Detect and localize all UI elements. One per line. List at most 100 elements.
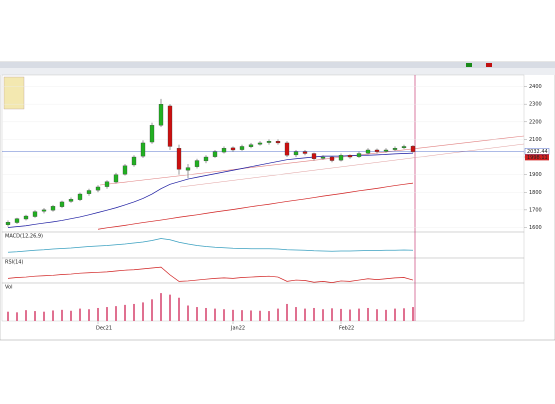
volume-bar [214, 308, 216, 321]
volume-bar [7, 311, 9, 321]
candle-body [176, 148, 182, 170]
trend-line [99, 135, 525, 186]
volume-bar [16, 312, 18, 321]
price-tag-label: 2032.44 [527, 149, 548, 155]
candle-body [95, 186, 101, 191]
volume-bar [178, 297, 180, 321]
volume-bar [250, 310, 252, 321]
volume-panel [1, 282, 525, 322]
price-tag-label: 1998.11 [527, 155, 548, 161]
volume-bar [394, 308, 396, 321]
candle-body [239, 146, 245, 150]
candle-body [104, 181, 110, 187]
candle-body [374, 149, 380, 152]
candle-body [230, 147, 236, 151]
volume-bar [358, 308, 360, 321]
candle-body [248, 144, 254, 147]
candle-body [365, 149, 371, 154]
volume-bar [124, 304, 126, 321]
y-tick-label: 2400 [529, 84, 542, 90]
volume-bar [304, 308, 306, 321]
x-tick-label: Feb22 [339, 326, 354, 332]
y-tick-label: 1800 [529, 190, 542, 196]
volume-bar [277, 308, 279, 321]
volume-bar [313, 307, 315, 321]
y-tick-label: 2300 [529, 102, 542, 108]
rsi-line [7, 266, 414, 283]
volume-bar [205, 307, 207, 321]
candle-body [113, 174, 119, 183]
candle-body [347, 155, 353, 158]
candle-body [257, 142, 263, 145]
volume-bar [376, 309, 378, 321]
title-bar [0, 62, 555, 68]
window [0, 61, 555, 341]
info-box [3, 76, 25, 110]
volume-bar [268, 311, 270, 321]
candle-body [14, 218, 20, 223]
volume-bar [349, 309, 351, 321]
volume-bar [340, 308, 342, 321]
volume-bar [142, 302, 144, 321]
volume-bar [196, 307, 198, 321]
candle-body [329, 156, 335, 161]
toolbar-button[interactable] [466, 63, 472, 67]
candle-body [77, 193, 83, 200]
candle-body [392, 148, 398, 150]
toolbar-button[interactable] [486, 63, 492, 67]
x-tick-label: Jan22 [230, 326, 245, 332]
volume-bar [70, 310, 72, 321]
volume-bar [412, 307, 414, 321]
volume-bar [106, 307, 108, 321]
candle-body [68, 199, 74, 202]
x-tick-label: Dec21 [96, 326, 112, 332]
volume-bar [295, 307, 297, 321]
volume-bar [133, 303, 135, 321]
candle-body [401, 146, 407, 149]
volume-bar [331, 308, 333, 321]
candle-body [266, 141, 272, 143]
panel-title: Vol [5, 285, 12, 291]
volume-bar [322, 309, 324, 321]
candle-body [122, 165, 128, 175]
volume-bar [169, 294, 171, 321]
volume-bar [187, 305, 189, 321]
candle-body [5, 222, 11, 225]
volume-bar [88, 309, 90, 321]
panel-title: RSI(14) [5, 260, 23, 266]
panel-title: MACD(12,26,9) [5, 234, 43, 240]
candle-body [203, 156, 209, 162]
candle-body [302, 151, 308, 154]
volume-bar [115, 306, 117, 321]
candle-body [167, 105, 173, 147]
moving-average [97, 182, 414, 230]
candle-body [158, 104, 164, 126]
candle-body [50, 206, 56, 211]
macd-line [7, 238, 414, 253]
volume-bar [52, 310, 54, 321]
toolbar[interactable] [0, 68, 555, 75]
candle-body [293, 151, 299, 156]
y-tick-label: 2200 [529, 119, 542, 125]
candle-body [32, 211, 38, 217]
moving-average [7, 152, 414, 228]
candle-body [410, 145, 416, 152]
price-tag [525, 154, 549, 161]
price-tag [524, 148, 550, 155]
candle-body [338, 155, 344, 161]
candle-body [320, 156, 326, 159]
y-tick-label: 1700 [529, 207, 542, 213]
volume-bar [403, 308, 405, 321]
candle-body [383, 149, 389, 152]
candle-body [356, 153, 362, 157]
volume-bar [232, 309, 234, 321]
volume-bar [79, 308, 81, 321]
volume-bar [223, 309, 225, 321]
y-tick-label: 2100 [529, 137, 542, 143]
volume-bar [367, 307, 369, 321]
candle-body [41, 209, 47, 212]
candle-body [284, 142, 290, 156]
candle-body [311, 153, 317, 159]
volume-bar [151, 299, 153, 321]
